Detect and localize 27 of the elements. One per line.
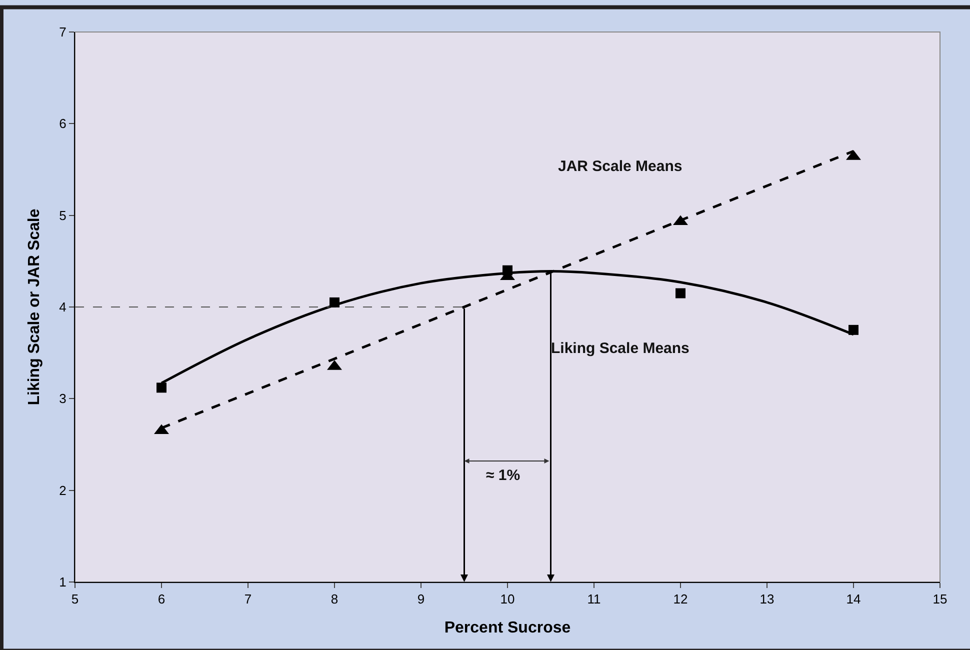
y-tick-label: 2 bbox=[59, 482, 66, 498]
x-tick-label: 12 bbox=[673, 592, 688, 607]
y-tick-label: 3 bbox=[59, 391, 66, 406]
y-tick-label: 6 bbox=[59, 116, 66, 132]
y-axis-title: Liking Scale or JAR Scale bbox=[26, 208, 44, 406]
y-tick-label: 7 bbox=[59, 24, 66, 40]
point bbox=[330, 297, 340, 308]
x-tick-label: 14 bbox=[846, 592, 861, 607]
x-tick-label: 8 bbox=[330, 592, 338, 607]
x-tick-label: 5 bbox=[71, 592, 79, 607]
x-tick-label: 13 bbox=[760, 592, 774, 607]
point bbox=[156, 382, 166, 393]
y-tick-label: 5 bbox=[59, 208, 66, 223]
x-tick-label: 11 bbox=[587, 592, 601, 607]
point bbox=[676, 288, 686, 298]
y-tick-label: 4 bbox=[59, 300, 66, 315]
annotation: JAR Scale Means bbox=[558, 158, 682, 175]
x-axis-title: Percent Sucrose bbox=[444, 619, 571, 636]
point bbox=[848, 324, 858, 335]
annotation: Liking Scale Means bbox=[551, 340, 690, 357]
y-tick-label: 1 bbox=[59, 574, 66, 590]
x-tick-label: 9 bbox=[417, 592, 425, 607]
x-tick-label: 6 bbox=[158, 592, 166, 607]
x-tick-label: 10 bbox=[500, 592, 515, 607]
x-tick-label: 7 bbox=[244, 592, 252, 607]
annotation: ≈ 1% bbox=[486, 467, 520, 484]
x-tick-label: 15 bbox=[932, 592, 948, 607]
